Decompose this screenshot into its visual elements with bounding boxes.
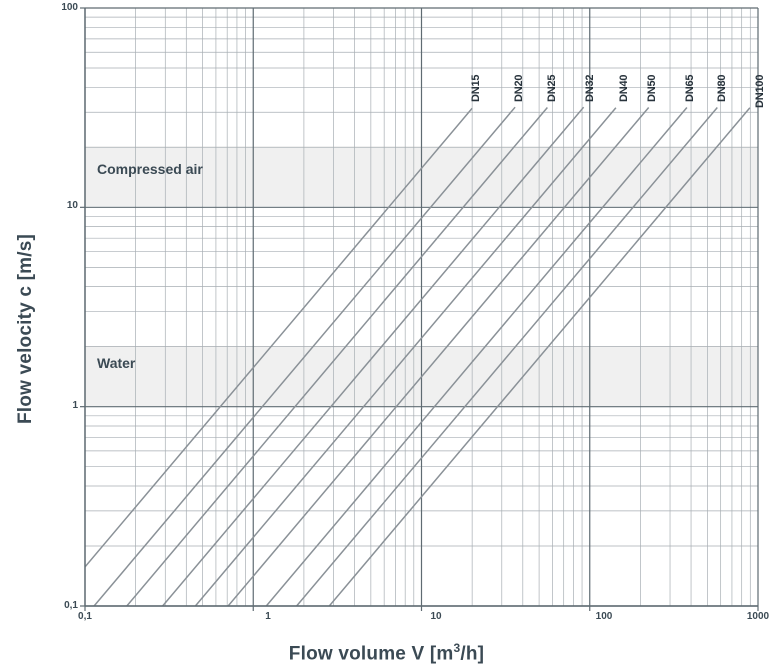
dn-label-dn32: DN32 bbox=[584, 74, 596, 102]
minor-gridlines bbox=[85, 8, 758, 606]
dn-label-dn15: DN15 bbox=[470, 74, 482, 102]
x-axis-title: Flow volume V [m3/h] bbox=[0, 641, 773, 665]
y-axis-title: Flow velocity c [m/s] bbox=[15, 233, 36, 425]
dn-label-dn80: DN80 bbox=[716, 74, 728, 102]
dn-label-dn100: DN100 bbox=[754, 74, 766, 108]
dn-line-dn100 bbox=[328, 107, 751, 606]
dn-label-dn40: DN40 bbox=[618, 74, 630, 102]
y-tick-1: 1 bbox=[72, 400, 78, 411]
dn-line-dn50 bbox=[227, 106, 650, 606]
x-tick-1000: 1000 bbox=[746, 611, 770, 622]
x-tick-100: 100 bbox=[595, 611, 613, 622]
x-axis-title-main: Flow volume V [m bbox=[288, 643, 454, 665]
x-axis-title-tail: /h] bbox=[460, 643, 485, 665]
x-axis-title-exponent: 3 bbox=[453, 641, 461, 655]
x-tick-0-1: 0,1 bbox=[78, 611, 92, 622]
dn-line-dn80 bbox=[296, 106, 718, 606]
dn-line-dn20 bbox=[93, 106, 516, 606]
dn-line-dn32 bbox=[162, 106, 585, 606]
dn-line-dn15 bbox=[85, 107, 473, 568]
dn-label-dn20: DN20 bbox=[513, 74, 525, 102]
y-tick-10: 10 bbox=[66, 200, 78, 211]
dn-diameter-lines bbox=[85, 106, 751, 606]
y-tick-0-1: 0,1 bbox=[64, 600, 78, 611]
dn-label-dn25: DN25 bbox=[546, 74, 558, 102]
dn-line-dn65 bbox=[265, 106, 688, 606]
y-tick-100: 100 bbox=[61, 2, 78, 13]
dn-line-dn40 bbox=[194, 107, 617, 606]
x-tick-1: 1 bbox=[265, 611, 271, 622]
dn-line-dn25 bbox=[126, 106, 548, 606]
axis-tick-marks bbox=[80, 7, 759, 611]
band-label-water: Water bbox=[97, 355, 136, 371]
x-tick-10: 10 bbox=[430, 611, 442, 622]
band-label-compressed-air: Compressed air bbox=[97, 161, 203, 177]
dn-label-dn50: DN50 bbox=[646, 74, 658, 102]
dn-label-dn65: DN65 bbox=[684, 74, 696, 102]
